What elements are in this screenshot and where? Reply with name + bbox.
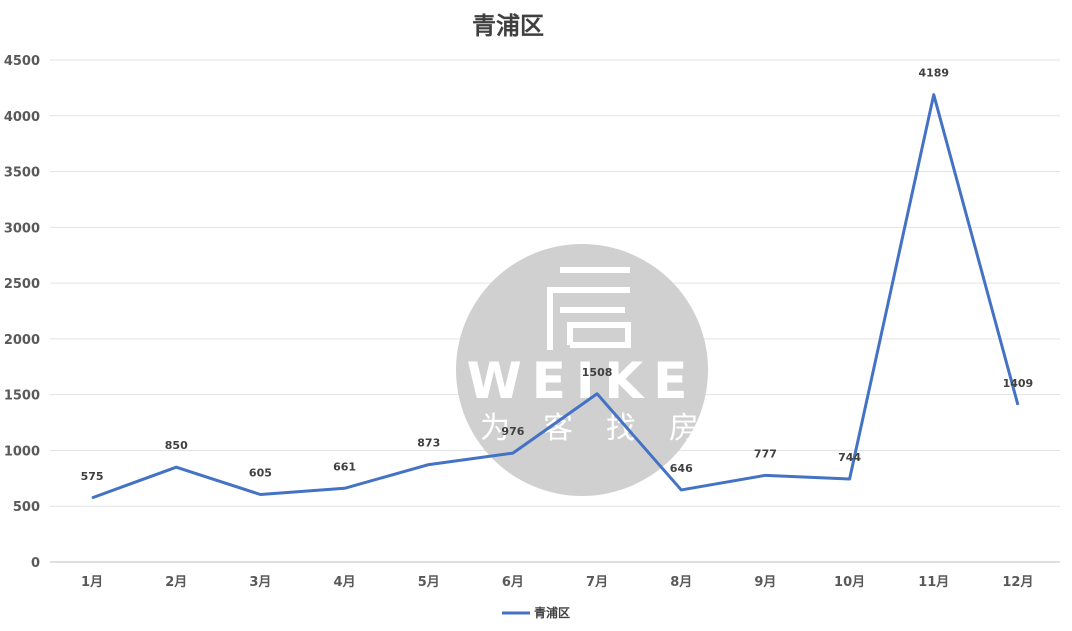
y-tick-label: 1000 [4, 444, 40, 459]
data-label: 661 [333, 460, 356, 473]
data-label: 1508 [582, 366, 613, 379]
data-point [849, 478, 851, 480]
data-point [175, 466, 177, 468]
data-point [259, 494, 261, 496]
data-label: 1409 [1003, 377, 1034, 390]
x-tick-label: 5月 [418, 575, 440, 590]
data-labels: 575 850 605 661 873 976 1508 646 777 744 4189 1409 [81, 67, 1034, 483]
series-line [91, 93, 1020, 500]
watermark-tagline-1: 为 [480, 411, 510, 446]
watermark-brand: WEIKE [467, 352, 698, 410]
x-tick-label: 3月 [249, 575, 271, 590]
x-tick-label: 10月 [834, 575, 865, 590]
data-label: 873 [417, 437, 440, 450]
y-tick-label: 3000 [4, 221, 40, 236]
x-tick-label: 4月 [334, 575, 356, 590]
data-point [512, 452, 514, 454]
data-label: 646 [670, 462, 693, 475]
legend-label: 青浦区 [534, 605, 570, 620]
x-tick-label: 11月 [918, 575, 949, 590]
x-tick-label: 12月 [1002, 575, 1033, 590]
x-tick-label: 6月 [502, 575, 524, 590]
y-tick-label: 4000 [4, 110, 40, 125]
x-axis: 1月 2月 3月 4月 5月 6月 7月 8月 9月 10月 11月 12月 [81, 575, 1033, 590]
y-tick-label: 4500 [4, 54, 40, 69]
data-label: 976 [501, 425, 524, 438]
y-tick-label: 1500 [4, 389, 40, 404]
data-label: 777 [754, 447, 777, 460]
data-point [428, 464, 430, 466]
x-tick-label: 2月 [165, 575, 187, 590]
watermark-tagline-3: 找 [606, 411, 636, 446]
legend: 青浦区 [502, 605, 570, 620]
data-point [344, 487, 346, 489]
y-tick-label: 3500 [4, 166, 40, 181]
data-point [1017, 404, 1019, 406]
chart-title: 青浦区 [472, 12, 544, 40]
x-tick-label: 9月 [754, 575, 776, 590]
y-axis: 0 500 1000 1500 2000 2500 3000 3500 4000 4500 [4, 54, 40, 571]
data-point [91, 497, 93, 499]
watermark-tagline-4: 房 [669, 411, 699, 446]
data-point [764, 474, 766, 476]
x-tick-label: 8月 [670, 575, 692, 590]
data-point [933, 94, 935, 96]
y-tick-label: 2000 [4, 333, 40, 348]
data-label: 4189 [918, 67, 949, 80]
watermark: WEIKE 为 客 找 房 [456, 244, 708, 496]
watermark-logo-icon [547, 267, 631, 350]
data-label: 744 [838, 451, 861, 464]
x-tick-label: 7月 [586, 575, 608, 590]
y-tick-label: 2500 [4, 277, 40, 292]
series-group [91, 93, 1020, 500]
data-point [680, 489, 682, 491]
y-tick-label: 500 [13, 500, 40, 515]
x-tick-label: 1月 [81, 575, 103, 590]
data-point [596, 393, 598, 395]
data-label: 575 [81, 470, 104, 483]
watermark-circle [456, 244, 708, 496]
data-label: 850 [165, 439, 188, 452]
data-label: 605 [249, 467, 272, 480]
y-tick-label: 0 [31, 556, 40, 571]
